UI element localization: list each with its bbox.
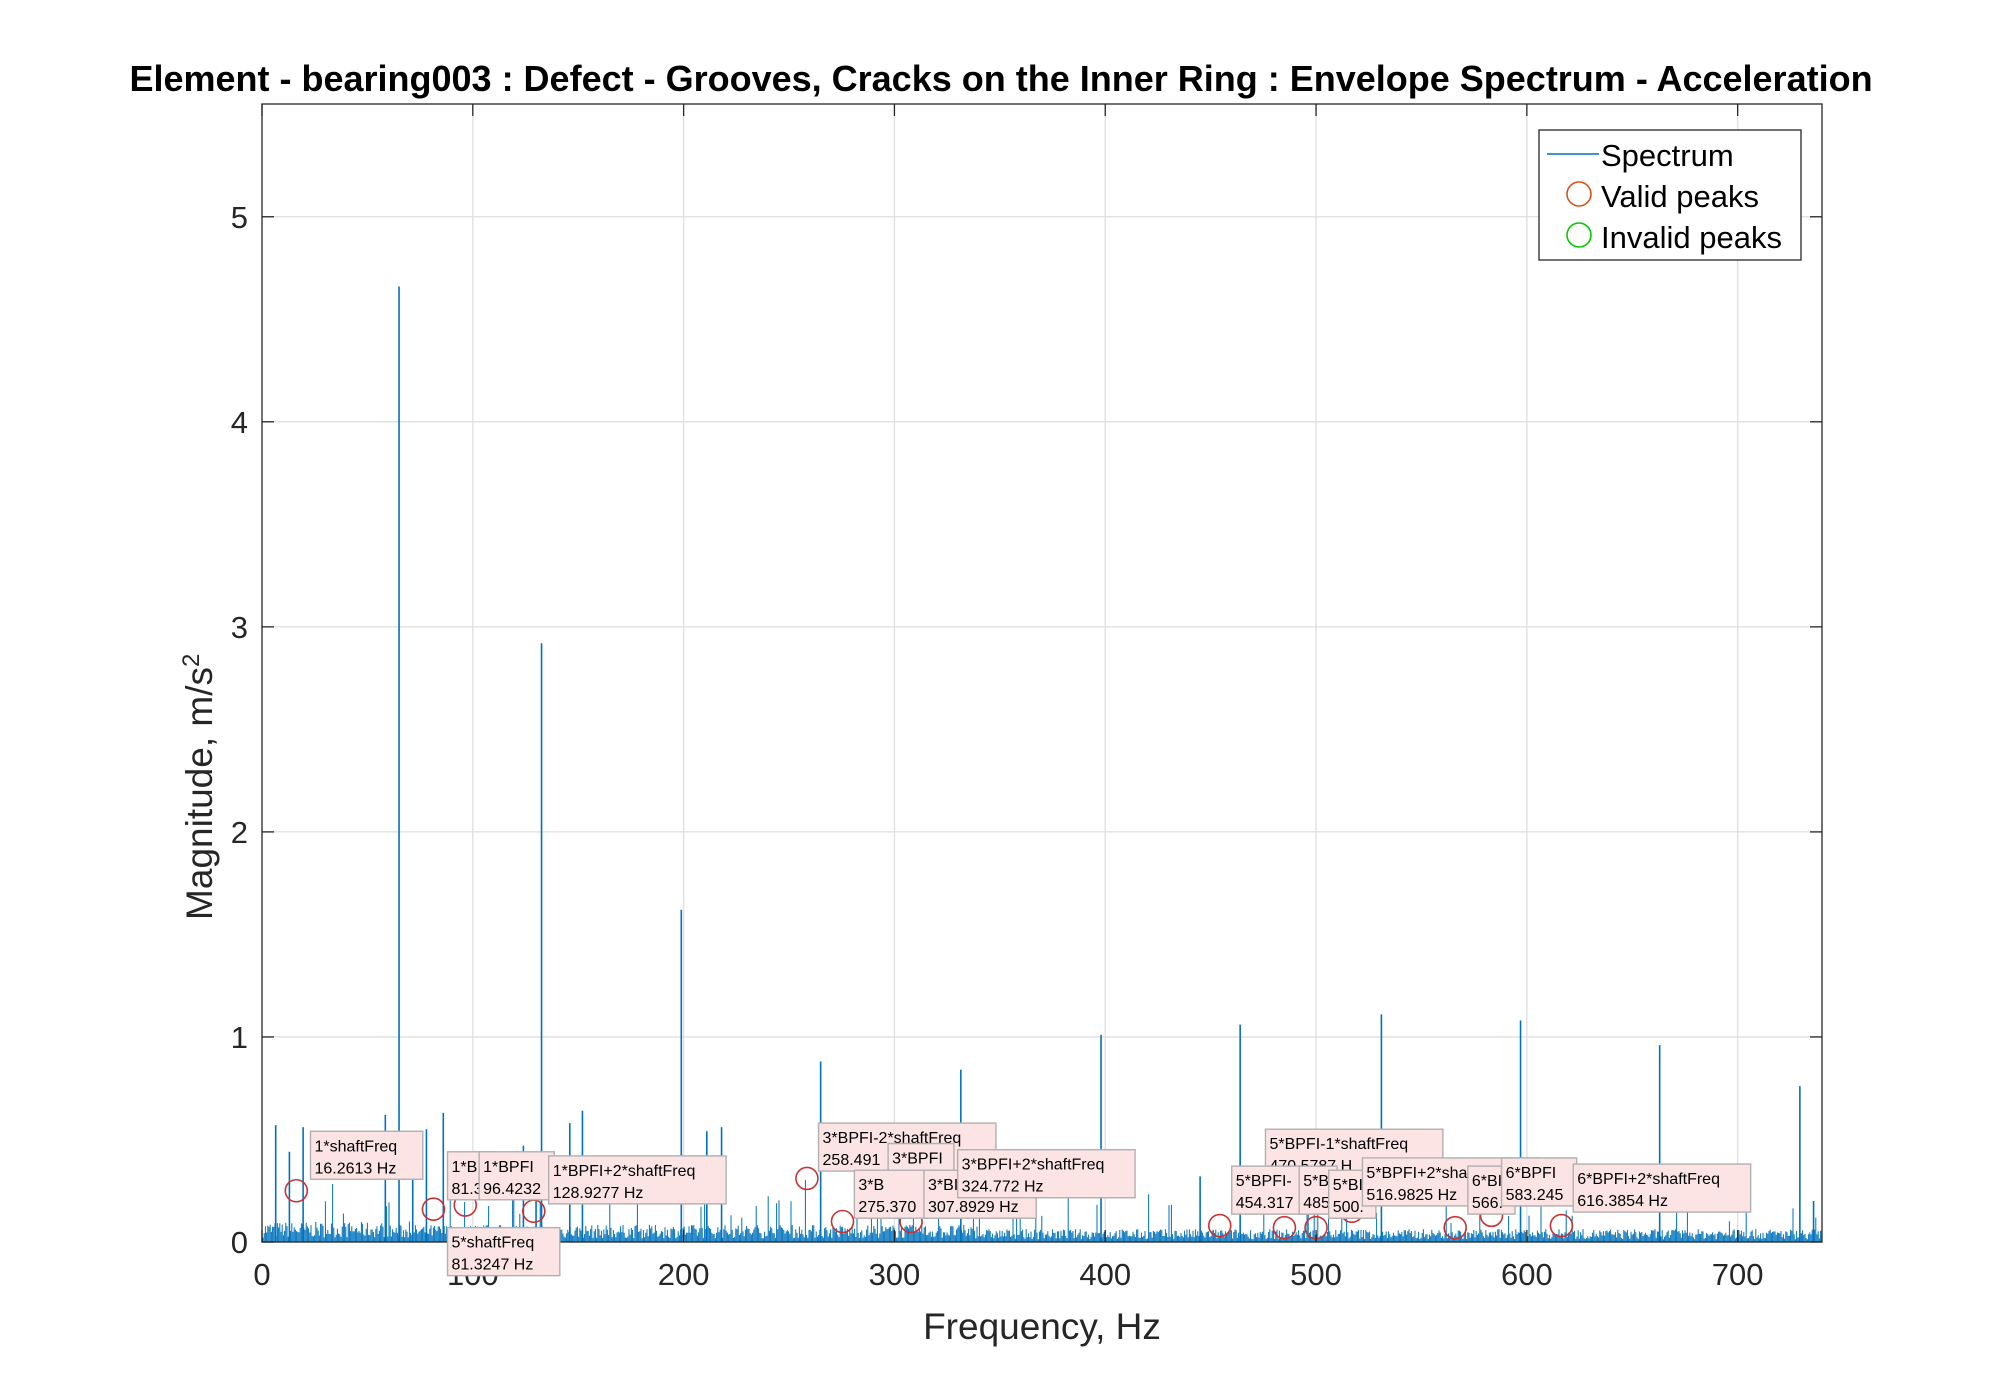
x-tick-label: 600 — [1501, 1257, 1553, 1292]
datatip: 3*BPFI+2*shaftFreq 324.772 Hz — [956, 1149, 1136, 1199]
datatip: 6*BPFI+2*shaftFreq 616.3854 Hz — [1572, 1163, 1752, 1213]
datatip-label: 3*BPFI-2*shaftFreq — [823, 1130, 962, 1147]
datatip-value: 485 — [1303, 1195, 1330, 1212]
datatip-label: 1*shaftFreq — [314, 1138, 397, 1155]
datatip-value: 81.3 — [452, 1181, 483, 1198]
spectrum-area — [262, 286, 1823, 1242]
x-tick-label: 300 — [869, 1257, 921, 1292]
legend-label: Valid peaks — [1601, 179, 1759, 214]
datatip-label: 6*BI — [1472, 1173, 1502, 1190]
datatip-value: 454.317 — [1236, 1195, 1294, 1212]
chart-title: Element - bearing003 : Defect - Grooves,… — [129, 58, 1872, 99]
y-axis-label-superscript: 2 — [178, 654, 205, 667]
y-axis-label: Magnitude, m/s2 — [178, 654, 221, 920]
datatip-value: 96.4232 — [483, 1181, 541, 1198]
datatip-value: 583.245 — [1506, 1187, 1564, 1204]
legend-label: Invalid peaks — [1601, 220, 1782, 255]
legend-entry: Valid peaks — [1566, 179, 1759, 214]
datatip-value: 500. — [1333, 1199, 1364, 1216]
datatip-label: 1*B — [452, 1159, 478, 1176]
valid-peak-marker — [1443, 1215, 1467, 1240]
datatip-box — [548, 1155, 727, 1205]
datatip-value: 16.2613 Hz — [314, 1160, 396, 1177]
datatip-label: 6*BPFI+2*shaftFreq — [1577, 1171, 1720, 1188]
legend-box — [1538, 129, 1802, 261]
datatip: 1*BPFI+2*shaftFreq 128.9277 Hz — [548, 1155, 727, 1205]
spectrum-noise — [262, 1178, 1823, 1242]
y-tick-label: 0 — [231, 1225, 248, 1260]
y-tick-label: 3 — [231, 610, 248, 645]
datatips: 1*shaftFreq 16.2613 Hz 1*B 81.31*BPFI 96.423… — [309, 1122, 1752, 1277]
datatip-label: 5*shaftFreq — [452, 1235, 535, 1252]
datatip-box — [853, 1169, 931, 1219]
datatip-value: 616.3854 Hz — [1577, 1193, 1668, 1210]
datatip-value: 324.772 Hz — [962, 1179, 1044, 1196]
x-axis-label: Frequency, Hz — [923, 1306, 1161, 1347]
legend-label: Spectrum — [1601, 138, 1734, 173]
datatip-box — [1231, 1165, 1308, 1215]
y-tick-label: 4 — [231, 405, 248, 440]
datatip: 3*B 275.370 — [853, 1169, 931, 1219]
datatip-box — [956, 1149, 1136, 1199]
datatip-box — [446, 1226, 561, 1277]
datatip: 6*BPFI 583.245 — [1500, 1157, 1578, 1207]
datatip-box — [309, 1130, 424, 1180]
valid-peak-marker — [1549, 1213, 1574, 1238]
legend[interactable]: Spectrum Valid peaks Invalid peaks — [1538, 129, 1802, 261]
datatip-value: 81.3247 Hz — [452, 1257, 534, 1274]
legend-circle-icon — [1566, 222, 1592, 248]
datatip-label: 3*BPFI+2*shaftFreq — [962, 1157, 1105, 1174]
datatip-label: 5*B — [1303, 1173, 1329, 1190]
datatip: 1*BPFI 96.4232 — [478, 1151, 555, 1201]
y-tick-label: 2 — [231, 815, 248, 850]
datatip-value: 275.370 — [858, 1199, 916, 1216]
legend-circle-icon — [1566, 181, 1592, 207]
datatip: 1*shaftFreq 16.2613 Hz — [309, 1130, 424, 1180]
datatip-value: 516.9825 Hz — [1366, 1187, 1457, 1204]
x-tick-label: 200 — [658, 1257, 710, 1292]
datatip-label: 3*B — [858, 1177, 884, 1194]
axis-ticks: 0100200300400500600700012345 — [231, 104, 1822, 1292]
datatip-label: 5*BI — [1333, 1177, 1363, 1194]
legend-entry: Invalid peaks — [1566, 220, 1782, 255]
valid-peak-marker — [421, 1197, 446, 1221]
datatip-label: 1*BPFI — [483, 1159, 534, 1176]
datatip-box — [1572, 1163, 1752, 1213]
y-axis-label-text: Magnitude, m/s — [179, 667, 220, 920]
datatip-box — [478, 1151, 555, 1201]
datatip: 5*shaftFreq 81.3247 Hz — [446, 1226, 561, 1277]
valid-peak-marker — [795, 1166, 819, 1191]
datatip-label: 3*BI — [928, 1177, 958, 1194]
datatip-label: 3*BPFI — [892, 1151, 943, 1168]
datatip-value: 566. — [1472, 1195, 1503, 1212]
valid-peak-marker — [284, 1178, 309, 1203]
x-tick-label: 700 — [1712, 1257, 1764, 1292]
x-tick-label: 500 — [1290, 1257, 1342, 1292]
datatip-label: 1*BPFI+2*shaftFreq — [553, 1163, 696, 1180]
datatip-label: 5*BPFI-1*shaftFreq — [1269, 1136, 1408, 1153]
valid-peak-marker — [1272, 1215, 1297, 1240]
grid — [262, 104, 1822, 1242]
datatip-value: 258.491 — [823, 1152, 881, 1169]
y-tick-label: 1 — [231, 1020, 248, 1055]
datatip-value: 128.9277 Hz — [553, 1185, 644, 1202]
valid-peak-marker — [830, 1209, 855, 1234]
datatip: 5*BPFI- 454.317 — [1231, 1165, 1308, 1215]
legend-entry: Spectrum — [1547, 138, 1734, 173]
x-tick-label: 400 — [1079, 1257, 1131, 1292]
plot-frame — [261, 103, 1823, 1243]
datatip-value: 307.8929 Hz — [928, 1199, 1019, 1216]
x-tick-label: 0 — [253, 1257, 270, 1292]
valid-peak-marker — [1207, 1213, 1232, 1238]
datatip-box — [1500, 1157, 1578, 1207]
datatip-label: 5*BPFI- — [1236, 1173, 1292, 1190]
y-tick-label: 5 — [231, 200, 248, 235]
datatip-label: 6*BPFI — [1506, 1165, 1557, 1182]
